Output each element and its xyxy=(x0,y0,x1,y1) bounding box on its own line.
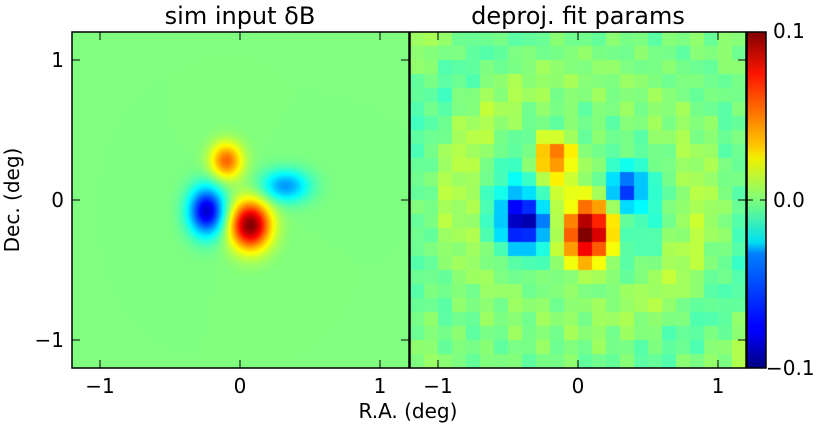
colorbar: 0.1 0.0 −0.1 xyxy=(746,19,815,380)
colorbar-tick-label-bottom: −0.1 xyxy=(766,356,815,380)
left-heatmap-image xyxy=(72,32,409,368)
right-x-tick-label: −1 xyxy=(423,374,452,398)
y-axis-label: Dec. (deg) xyxy=(0,148,24,253)
left-y-tick-label: −1 xyxy=(35,328,64,352)
x-axis-label: R.A. (deg) xyxy=(359,399,458,423)
left-x-tick-label: 0 xyxy=(234,374,247,398)
left-heatmap-panel xyxy=(71,31,410,369)
right-x-tick-label: 1 xyxy=(712,374,725,398)
colorbar-tick-label-mid: 0.0 xyxy=(773,188,805,212)
left-y-tick-label: 0 xyxy=(51,188,64,212)
left-x-tick-label: −1 xyxy=(85,374,114,398)
left-x-tick-label: 1 xyxy=(374,374,387,398)
left-y-tick-label: 1 xyxy=(51,48,64,72)
right-heatmap-image xyxy=(410,32,746,368)
left-panel-title: sim input δB xyxy=(165,2,316,30)
right-x-tick-label: 0 xyxy=(572,374,585,398)
right-heatmap-panel xyxy=(409,31,747,369)
colorbar-tick-label-top: 0.1 xyxy=(773,19,805,43)
right-panel-title: deproj. fit params xyxy=(471,2,685,30)
